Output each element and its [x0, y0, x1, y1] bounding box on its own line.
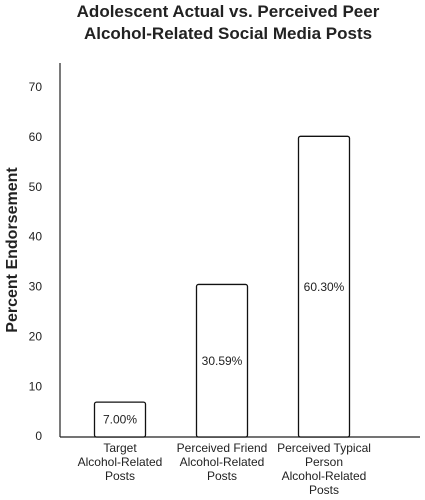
bar	[93, 401, 147, 438]
y-tick-label: 10	[29, 379, 43, 393]
bar	[297, 135, 351, 438]
y-tick-label: 50	[29, 180, 43, 194]
value-label: 60.30%	[304, 280, 345, 294]
y-tick-label: 40	[29, 230, 43, 244]
bar	[195, 283, 249, 438]
value-label: 30.59%	[202, 354, 243, 368]
y-tick-label: 20	[29, 329, 43, 343]
value-label: 7.00%	[103, 413, 137, 427]
y-tick-label: 60	[29, 130, 43, 144]
x-tick-label: Perceived Friend Alcohol-Related Posts	[177, 441, 268, 483]
chart-title: Adolescent Actual vs. Perceived Peer Alco…	[77, 2, 380, 43]
x-tick-label: Perceived Typical Person Alcohol-Related Po…	[277, 441, 371, 497]
y-axis-label: Percent Endorsement	[4, 167, 21, 333]
y-tick-label: 0	[35, 429, 42, 443]
y-tick-label: 70	[29, 80, 43, 94]
y-tick-label: 30	[29, 280, 43, 294]
x-tick-label: Target Alcohol-Related Posts	[78, 441, 163, 483]
